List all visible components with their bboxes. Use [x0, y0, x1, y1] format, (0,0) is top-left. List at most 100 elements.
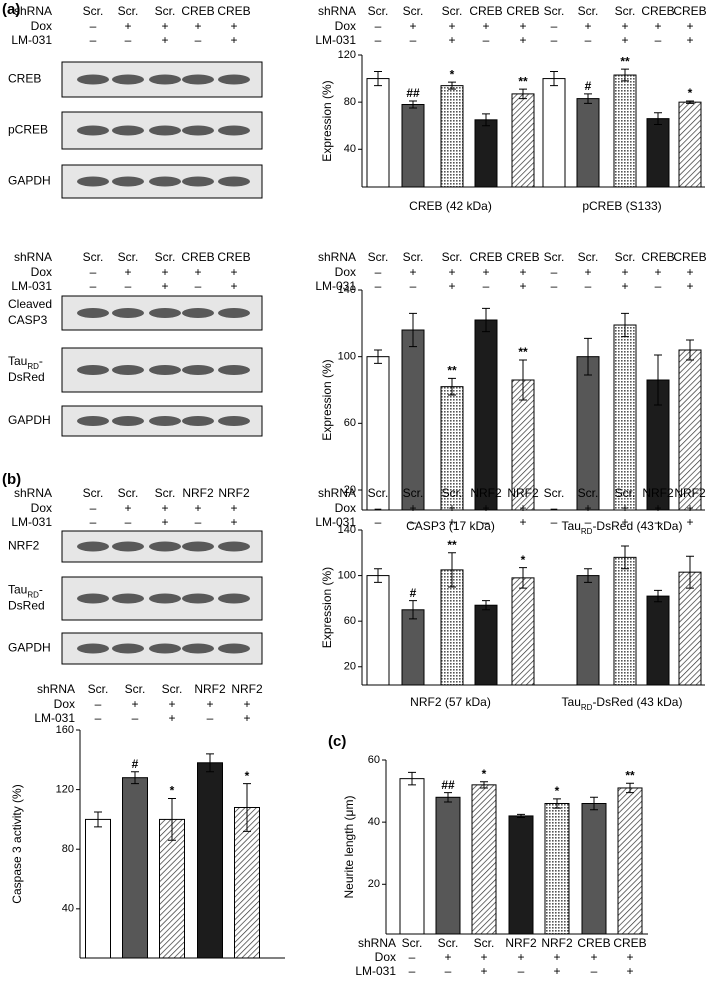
y-tick-label: 120: [56, 784, 74, 796]
blot-band: [112, 125, 144, 136]
y-axis-label: Neurite length (μm): [342, 796, 356, 899]
blot-band: [112, 308, 144, 318]
cell: Scr.: [442, 250, 463, 264]
cell: +: [161, 501, 168, 515]
cell: +: [194, 265, 201, 279]
cell: +: [448, 33, 455, 47]
error-bar: [550, 71, 558, 87]
cell: –: [90, 279, 97, 293]
cell: CREB: [506, 4, 539, 18]
cell: Scr.: [155, 4, 176, 18]
blot-band: [149, 308, 181, 318]
cell: –: [551, 501, 558, 515]
error-bar: [448, 81, 456, 90]
row-label: LM-031: [11, 33, 52, 47]
cell: CREB: [469, 250, 502, 264]
y-tick-label: 20: [344, 661, 356, 673]
error-bar: [243, 783, 251, 832]
cell: +: [482, 501, 489, 515]
blot-band: [182, 176, 214, 187]
cell: Scr.: [118, 250, 139, 264]
cell: +: [626, 964, 633, 978]
panel-label: (b): [2, 471, 21, 488]
cell: Scr.: [615, 4, 636, 18]
text-part: CASP3: [8, 313, 48, 327]
error-bar: [408, 771, 416, 786]
cell: –: [95, 697, 102, 711]
cell: Scr.: [125, 682, 146, 696]
bar: [576, 98, 600, 188]
blot-band: [112, 74, 144, 85]
group-label: pCREB (S133): [582, 199, 661, 213]
cell: NRF2: [674, 486, 706, 500]
band-label: CREB: [8, 72, 41, 86]
bar: [435, 796, 461, 935]
cell: Scr.: [403, 250, 424, 264]
blot-band: [182, 74, 214, 85]
cell: CREB: [641, 4, 674, 18]
cell: –: [125, 279, 132, 293]
bar: [508, 815, 534, 935]
cell: +: [686, 501, 693, 515]
cell: +: [621, 279, 628, 293]
blot-band: [77, 416, 109, 426]
cell: –: [655, 33, 662, 47]
significance: *: [555, 784, 560, 798]
band-label: GAPDH: [8, 174, 51, 188]
row-label: shRNA: [358, 936, 396, 950]
blot-band: [112, 176, 144, 187]
error-bar: [584, 568, 592, 583]
blot-band: [218, 541, 250, 552]
cell: Scr.: [402, 936, 423, 950]
significance: *: [521, 553, 526, 567]
cell: –: [551, 19, 558, 33]
significance: **: [518, 345, 528, 359]
bar: [613, 324, 637, 511]
band-label: DsRed: [8, 599, 45, 613]
error-bar: [448, 377, 456, 396]
cell: –: [195, 279, 202, 293]
y-tick-label: 20: [344, 484, 356, 496]
y-tick-label: 160: [56, 724, 74, 736]
significance: #: [132, 757, 139, 771]
cell: +: [686, 279, 693, 293]
significance: #: [410, 586, 417, 600]
error-bar: [553, 798, 561, 809]
bar: [617, 787, 643, 935]
error-bar: [517, 813, 525, 818]
cell: Scr.: [118, 486, 139, 500]
bar: [581, 803, 607, 935]
blot-band: [149, 365, 181, 375]
error-bar: [621, 312, 629, 338]
cell: +: [131, 697, 138, 711]
cell: Scr.: [474, 936, 495, 950]
cell: +: [621, 33, 628, 47]
cell: Scr.: [615, 250, 636, 264]
bar: [511, 93, 535, 188]
significance: ##: [441, 778, 455, 792]
cell: Scr.: [403, 486, 424, 500]
cell: +: [168, 697, 175, 711]
blot-band: [182, 416, 214, 426]
cell: CREB: [469, 4, 502, 18]
blot-band: [218, 416, 250, 426]
text-part: pCREB: [8, 123, 48, 137]
cell: +: [161, 265, 168, 279]
cell: NRF2: [507, 486, 539, 500]
cell: –: [585, 33, 592, 47]
cell: –: [591, 964, 598, 978]
cell: +: [409, 19, 416, 33]
error-bar: [584, 93, 592, 104]
cell: +: [654, 501, 661, 515]
significance: **: [620, 54, 630, 68]
row-label: Dox: [335, 501, 356, 515]
row-label: Dox: [31, 265, 52, 279]
error-bar: [590, 796, 598, 811]
error-bar: [686, 555, 694, 589]
cell: –: [195, 515, 202, 529]
text-part: -: [39, 354, 43, 368]
y-axis-label: Expression (%): [320, 567, 334, 648]
error-bar: [168, 798, 176, 841]
error-bar: [444, 792, 452, 803]
